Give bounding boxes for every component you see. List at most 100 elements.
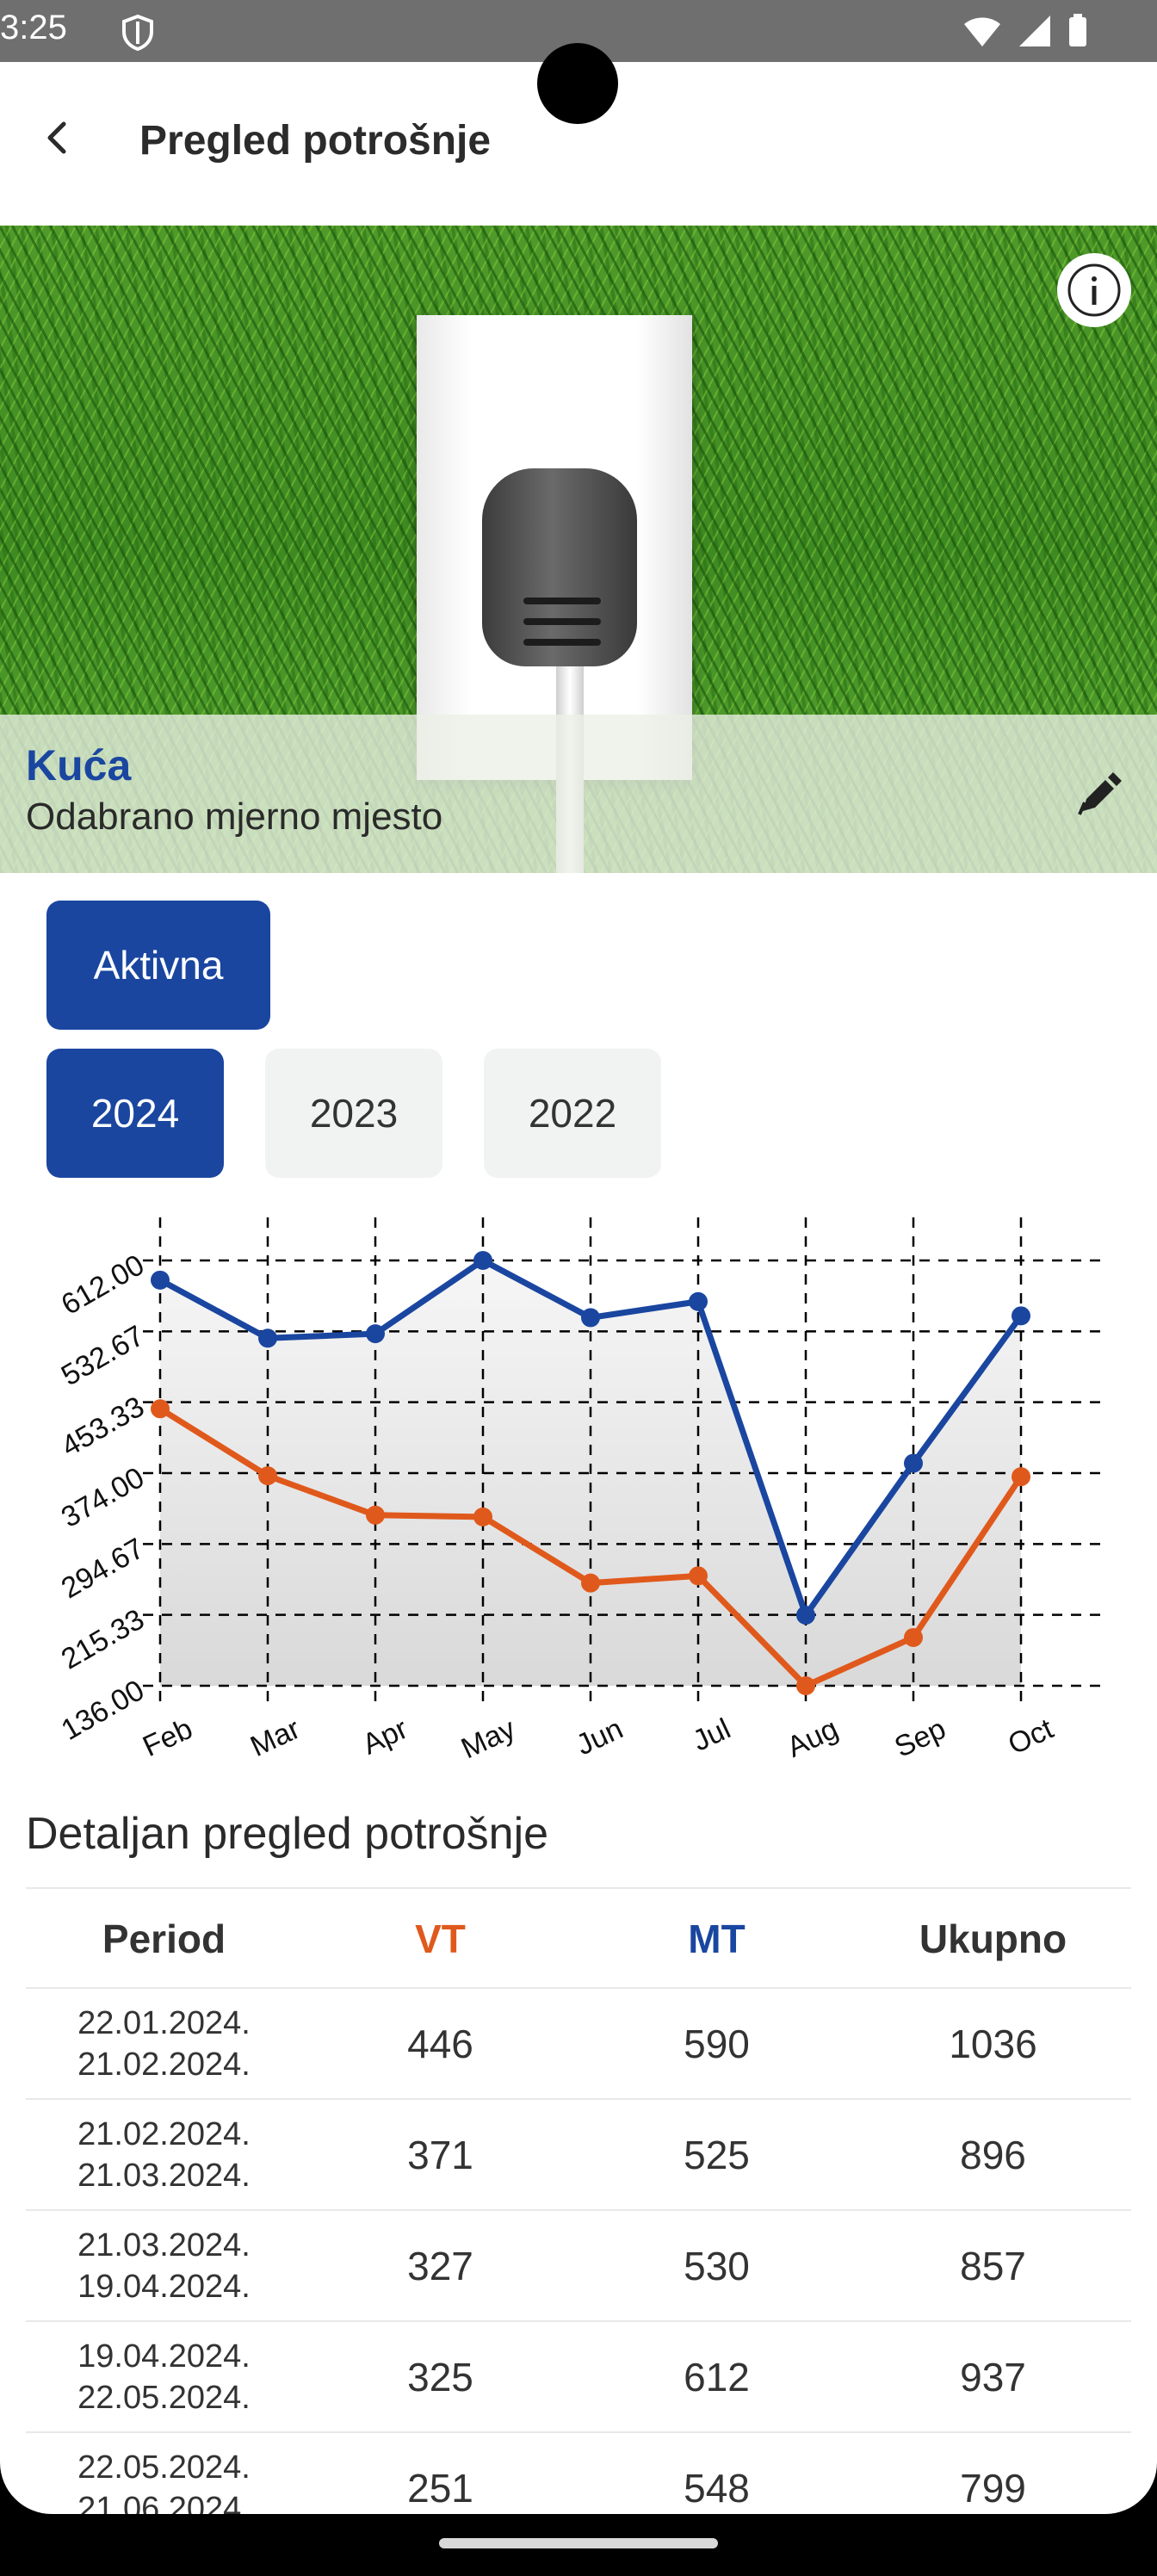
x-tick-label: Sep: [889, 1712, 950, 1764]
info-button[interactable]: [1057, 253, 1131, 327]
table-row: 21.03.2024. 19.04.2024. 327 530 857: [26, 2211, 1131, 2322]
period-from: 22.01.2024.: [77, 2004, 251, 2041]
home-indicator[interactable]: [439, 2538, 718, 2548]
edit-icon[interactable]: [1074, 768, 1126, 820]
consumption-chart: 612.00532.67453.33374.00294.67215.33136.…: [56, 1217, 1104, 1766]
data-point-vt: [581, 1573, 600, 1593]
total-cell: 896: [960, 2132, 1026, 2177]
app-screen: 3:25 Pregled potrošnje: [0, 0, 1157, 2514]
status-time: 3:25: [0, 9, 67, 46]
vt-cell: 325: [407, 2354, 473, 2400]
total-cell: 937: [960, 2354, 1026, 2400]
details-title: Detaljan pregled potrošnje: [26, 1809, 549, 1859]
mt-cell: 590: [684, 2021, 750, 2066]
section-divider: [26, 1887, 1131, 1889]
data-point-mt: [581, 1308, 600, 1328]
x-tick-label: Apr: [357, 1712, 412, 1762]
y-tick-label: 453.33: [56, 1390, 150, 1464]
y-tick-label: 136.00: [56, 1674, 150, 1747]
total-cell: 857: [960, 2243, 1026, 2288]
table-header: Period VT MT Ukupno: [26, 1891, 1131, 1989]
mt-cell: 548: [684, 2465, 750, 2511]
x-tick-label: Oct: [1003, 1712, 1058, 1762]
camera-cutout: [537, 43, 618, 124]
data-point-mt: [258, 1328, 277, 1348]
plug-grip: [523, 639, 601, 646]
data-point-mt: [473, 1251, 492, 1270]
data-point-vt: [366, 1505, 385, 1525]
x-tick-label: Jul: [688, 1712, 735, 1758]
x-tick-label: Aug: [782, 1712, 843, 1764]
data-point-mt: [904, 1453, 923, 1473]
wifi-icon: [964, 17, 1000, 46]
period-from: 21.02.2024.: [77, 2115, 251, 2152]
period-cell: 21.02.2024. 21.03.2024.: [26, 2114, 302, 2196]
data-point-mt: [796, 1606, 815, 1625]
data-point-mt: [366, 1324, 385, 1344]
vt-cell: 251: [407, 2465, 473, 2511]
info-icon: [1067, 263, 1121, 317]
plug-body: [482, 468, 637, 666]
hero-image: Kuća Odabrano mjerno mjesto: [0, 226, 1157, 873]
column-header-period: Period: [102, 1917, 226, 1961]
signal-icon: [1019, 15, 1050, 46]
page-title: Pregled potrošnje: [139, 118, 492, 164]
period-to: 21.06.2024.: [77, 2490, 251, 2515]
period-cell: 19.04.2024. 22.05.2024.: [26, 2336, 302, 2418]
table-row: 22.05.2024. 21.06.2024. 251 548 799: [26, 2433, 1131, 2515]
y-tick-label: 294.67: [56, 1532, 150, 1605]
data-point-vt: [1012, 1467, 1030, 1487]
column-header-vt: VT: [415, 1917, 466, 1961]
table-row: 22.01.2024. 21.02.2024. 446 590 1036: [26, 1989, 1131, 2100]
vt-cell: 327: [407, 2243, 473, 2288]
tab-year-2023[interactable]: 2023: [265, 1049, 442, 1178]
plug-grip: [523, 618, 601, 625]
period-from: 22.05.2024.: [77, 2449, 251, 2486]
mt-cell: 530: [684, 2243, 750, 2288]
location-subtitle: Odabrano mjerno mjesto: [26, 796, 443, 838]
x-tick-label: May: [456, 1712, 520, 1766]
period-cell: 21.03.2024. 19.04.2024.: [26, 2225, 302, 2307]
shield-icon: [122, 14, 153, 52]
location-panel: Kuća Odabrano mjerno mjesto: [0, 715, 1157, 873]
data-point-vt: [796, 1676, 815, 1695]
tab-year-2024[interactable]: 2024: [46, 1049, 224, 1178]
y-tick-label: 215.33: [56, 1603, 150, 1676]
data-point-mt: [1012, 1306, 1030, 1326]
period-to: 19.04.2024.: [77, 2268, 251, 2305]
table-row: 21.02.2024. 21.03.2024. 371 525 896: [26, 2100, 1131, 2211]
data-point-mt: [151, 1270, 170, 1290]
column-header-mt: MT: [688, 1917, 746, 1961]
data-point-vt: [151, 1399, 170, 1419]
period-to: 21.03.2024.: [77, 2157, 251, 2194]
y-tick-label: 612.00: [56, 1248, 150, 1322]
vt-cell: 446: [407, 2021, 473, 2066]
period-cell: 22.05.2024. 21.06.2024.: [26, 2447, 302, 2515]
details-table: Period VT MT Ukupno 22.01.2024. 21.02.20…: [26, 1891, 1131, 2514]
table-row: 19.04.2024. 22.05.2024. 325 612 937: [26, 2322, 1131, 2433]
back-arrow-icon[interactable]: [31, 112, 83, 164]
vt-cell: 371: [407, 2132, 473, 2177]
x-tick-label: Mar: [245, 1712, 305, 1763]
location-name: Kuća: [26, 741, 132, 790]
period-cell: 22.01.2024. 21.02.2024.: [26, 2003, 302, 2085]
column-header-total: Ukupno: [919, 1917, 1067, 1961]
battery-icon: [1069, 14, 1086, 46]
x-tick-label: Feb: [138, 1712, 197, 1763]
period-from: 21.03.2024.: [77, 2226, 251, 2263]
data-point-vt: [904, 1627, 923, 1647]
data-point-vt: [258, 1466, 277, 1486]
mt-cell: 525: [684, 2132, 750, 2177]
data-point-vt: [689, 1566, 708, 1586]
y-tick-label: 532.67: [56, 1319, 150, 1392]
x-tick-label: Jun: [572, 1712, 628, 1762]
data-point-vt: [473, 1507, 492, 1526]
total-cell: 799: [960, 2465, 1026, 2511]
data-point-mt: [689, 1291, 708, 1311]
total-cell: 1036: [949, 2021, 1037, 2066]
period-to: 22.05.2024.: [77, 2379, 251, 2416]
status-chip-active[interactable]: Aktivna: [46, 901, 270, 1030]
y-tick-label: 374.00: [56, 1461, 150, 1534]
app-bar: Pregled potrošnje: [0, 62, 1157, 226]
tab-year-2022[interactable]: 2022: [484, 1049, 661, 1178]
